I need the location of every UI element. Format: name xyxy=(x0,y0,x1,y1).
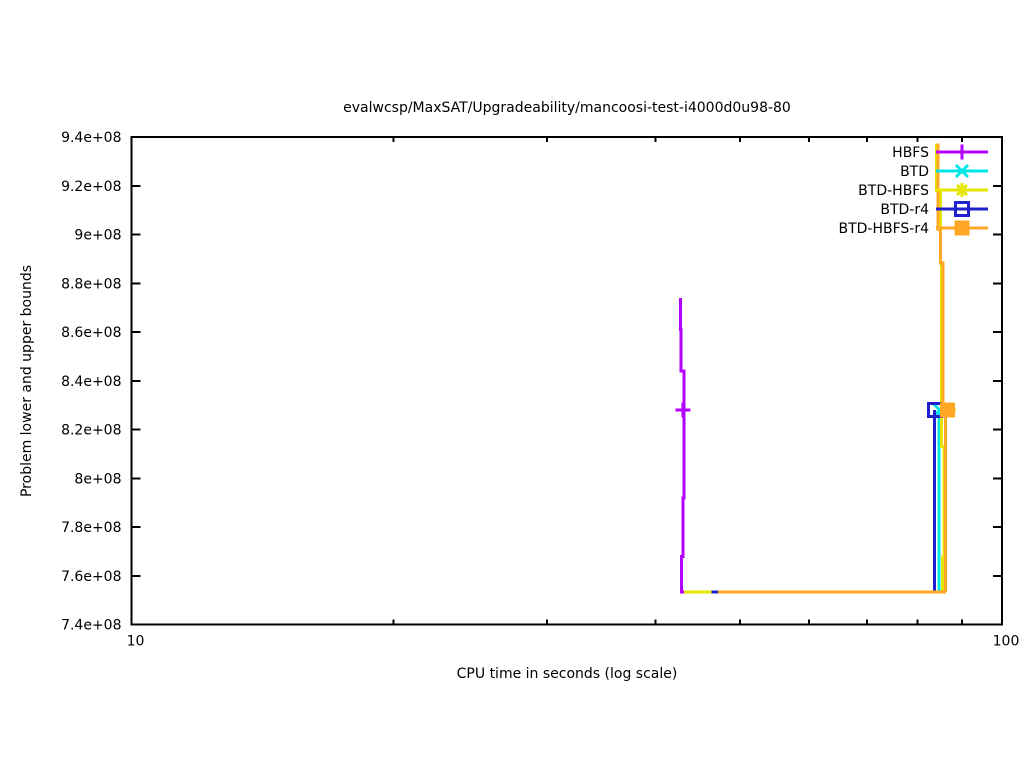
series-line-HBFS xyxy=(678,297,686,594)
y-tick-label: 9.4e+08 xyxy=(61,130,121,146)
x-tick-label: 10 xyxy=(127,634,145,650)
legend-label-BTD-r4: BTD-r4 xyxy=(880,202,929,218)
y-axis-label: Problem lower and upper bounds xyxy=(19,265,35,497)
y-tick-label: 7.4e+08 xyxy=(61,618,121,634)
series-line-BTD xyxy=(683,410,941,594)
legend-marker-HBFS xyxy=(954,144,970,160)
legend-label-HBFS: HBFS xyxy=(892,145,929,161)
series-line-BTD-r4 xyxy=(711,410,936,594)
series-marker-BTD-HBFS-r4 xyxy=(940,402,956,418)
y-tick-label: 8e+08 xyxy=(74,471,121,487)
y-tick-label: 9e+08 xyxy=(74,228,121,244)
series-marker-HBFS xyxy=(675,402,691,418)
legend-marker-BTD-r4 xyxy=(954,201,970,217)
y-tick-label: 7.8e+08 xyxy=(61,520,121,536)
legend-marker-BTD xyxy=(954,163,970,179)
y-tick-label: 8.6e+08 xyxy=(61,325,121,341)
y-tick-label: 8.8e+08 xyxy=(61,276,121,292)
x-tick-label: 100 xyxy=(993,634,1020,650)
x-axis-label: CPU time in seconds (log scale) xyxy=(457,666,678,682)
y-tick-label: 7.6e+08 xyxy=(61,569,121,585)
plot-area: 7.4e+08 7.6e+08 7.8e+08 8e+08 8.2e+08 8.4e+08… xyxy=(61,130,1019,650)
legend-label-BTD-HBFS-r4: BTD-HBFS-r4 xyxy=(838,221,929,237)
y-tick-label: 9.2e+08 xyxy=(61,179,121,195)
y-tick-label: 8.2e+08 xyxy=(61,423,121,439)
chart-title: evalwcsp/MaxSAT/Upgradeability/mancoosi-… xyxy=(343,100,791,116)
y-tick-label: 8.4e+08 xyxy=(61,374,121,390)
legend-marker-BTD-HBFS xyxy=(955,183,969,197)
legend-label-BTD: BTD xyxy=(900,164,929,180)
plot-border xyxy=(130,136,1003,626)
legend-label-BTD-HBFS: BTD-HBFS xyxy=(858,183,929,199)
legend-marker-BTD-HBFS-r4 xyxy=(954,220,970,236)
